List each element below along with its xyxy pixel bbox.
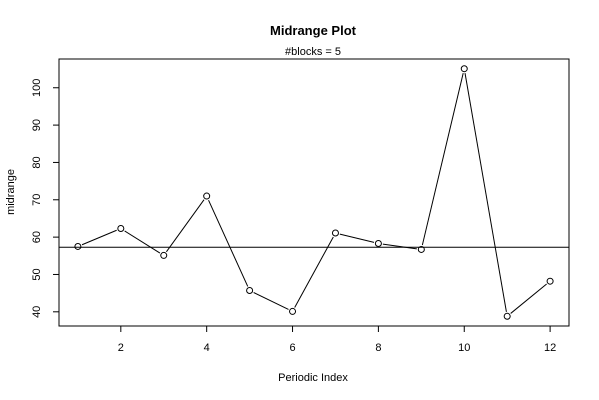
x-axis-label: Periodic Index [278, 372, 348, 384]
data-point [246, 287, 254, 295]
data-point [160, 251, 168, 259]
data-point [203, 192, 211, 200]
series-layer [74, 65, 554, 320]
x-axis: 2 4 6 8 10 12 [118, 326, 556, 354]
y-axis: 40 50 60 70 80 90 100 [31, 79, 59, 318]
series-segment [464, 73, 507, 312]
y-tick-label: 80 [31, 156, 43, 168]
series-segment [421, 72, 464, 246]
series-segment [253, 292, 289, 310]
x-tick-label: 8 [375, 342, 381, 354]
x-tick-label: 4 [204, 342, 210, 354]
data-point [74, 242, 82, 250]
series-segment [510, 283, 547, 314]
y-tick-label: 60 [31, 231, 43, 243]
y-axis-label: midrange [5, 169, 17, 215]
series-segment [382, 243, 417, 250]
series-segment [339, 233, 375, 243]
x-tick-label: 10 [458, 342, 470, 354]
data-point [374, 239, 382, 247]
y-tick-label: 90 [31, 119, 43, 131]
data-point [546, 277, 554, 285]
y-tick-label: 70 [31, 194, 43, 206]
series-segment [124, 230, 161, 254]
data-point [460, 65, 468, 73]
y-tick-label: 50 [31, 268, 43, 280]
series-segment [81, 229, 117, 246]
series-segment [294, 236, 334, 308]
x-tick-label: 12 [544, 342, 556, 354]
series-segment [208, 199, 249, 287]
series-segment [165, 199, 205, 253]
data-point [117, 225, 125, 233]
data-point [417, 245, 425, 253]
data-point [503, 312, 511, 320]
y-tick-label: 40 [31, 306, 43, 318]
x-tick-label: 6 [289, 342, 295, 354]
data-point [289, 307, 297, 315]
chart-subtitle: #blocks = 5 [285, 46, 341, 58]
chart-title: Midrange Plot [270, 23, 357, 38]
y-tick-label: 100 [31, 79, 43, 97]
x-tick-label: 2 [118, 342, 124, 354]
data-point [331, 229, 339, 237]
plot-frame [58, 58, 570, 327]
